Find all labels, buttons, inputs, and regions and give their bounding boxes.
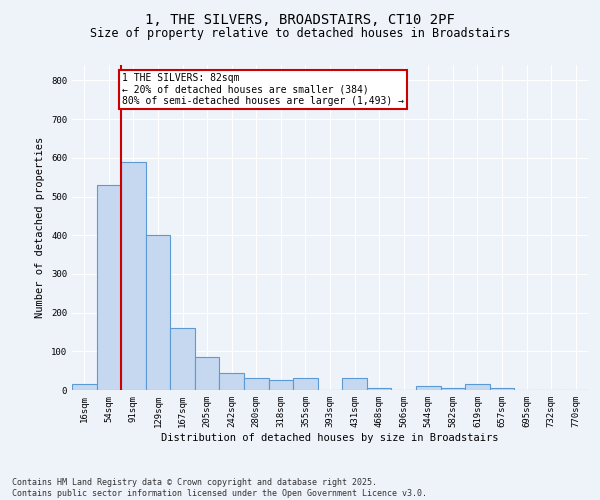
- Bar: [146, 235, 170, 390]
- Text: 1 THE SILVERS: 82sqm
← 20% of detached houses are smaller (384)
80% of semi-deta: 1 THE SILVERS: 82sqm ← 20% of detached h…: [122, 72, 404, 106]
- X-axis label: Distribution of detached houses by size in Broadstairs: Distribution of detached houses by size …: [161, 432, 499, 442]
- Bar: [244, 378, 269, 390]
- Text: 1, THE SILVERS, BROADSTAIRS, CT10 2PF: 1, THE SILVERS, BROADSTAIRS, CT10 2PF: [145, 12, 455, 26]
- Bar: [293, 378, 318, 390]
- Text: Size of property relative to detached houses in Broadstairs: Size of property relative to detached ho…: [90, 28, 510, 40]
- Bar: [121, 162, 146, 390]
- Bar: [342, 378, 367, 390]
- Bar: [416, 386, 440, 390]
- Bar: [170, 328, 195, 390]
- Bar: [195, 357, 220, 390]
- Bar: [220, 372, 244, 390]
- Text: Contains HM Land Registry data © Crown copyright and database right 2025.
Contai: Contains HM Land Registry data © Crown c…: [12, 478, 427, 498]
- Bar: [465, 384, 490, 390]
- Y-axis label: Number of detached properties: Number of detached properties: [35, 137, 46, 318]
- Bar: [97, 185, 121, 390]
- Bar: [440, 388, 465, 390]
- Bar: [490, 388, 514, 390]
- Bar: [269, 380, 293, 390]
- Bar: [72, 384, 97, 390]
- Bar: [367, 388, 391, 390]
